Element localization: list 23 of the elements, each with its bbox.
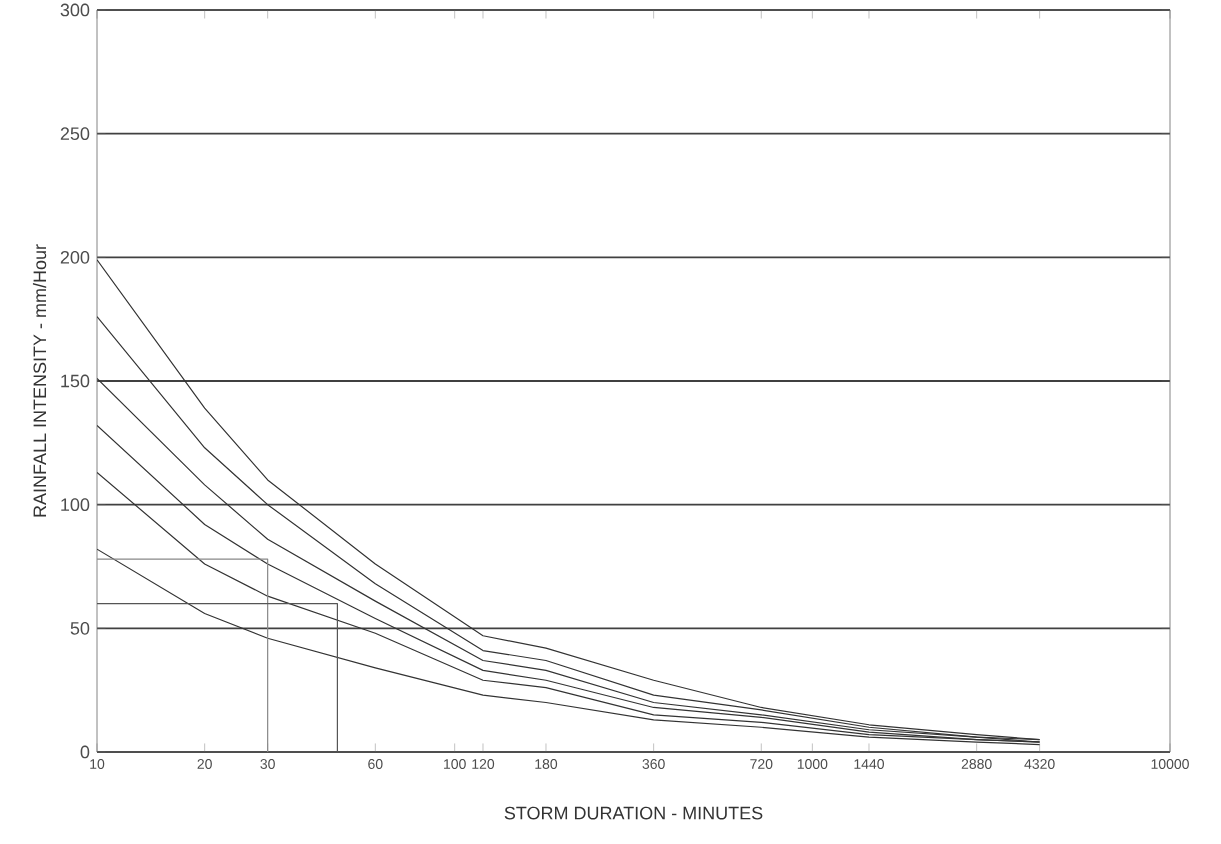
y-tick-label: 0	[80, 745, 90, 759]
y-tick-label: 300	[60, 3, 90, 17]
x-tick-label: 100	[444, 759, 466, 769]
x-tick-label: 120	[472, 759, 495, 769]
x-axis-title: STORM DURATION - MINUTES	[504, 806, 763, 820]
x-tick-label: 10	[90, 759, 105, 769]
y-tick-label: 250	[60, 127, 90, 141]
x-tick-label: 720	[750, 759, 773, 769]
x-tick-label: 1440	[854, 759, 884, 769]
x-tick-label: 30	[260, 759, 275, 769]
x-tick-label: 360	[642, 759, 665, 769]
x-tick-label: 10000	[1151, 759, 1189, 769]
x-tick-label: 2880	[961, 759, 992, 769]
y-tick-label: 50	[70, 621, 90, 635]
x-tick-label: 4320	[1024, 759, 1055, 769]
x-tick-label: 1000	[797, 759, 828, 769]
x-tick-label: 180	[535, 759, 558, 769]
y-tick-label: 100	[61, 498, 90, 512]
x-tick-label: 20	[197, 759, 212, 769]
y-tick-label: 150	[61, 374, 90, 388]
y-axis-title: RAINFALL INTENSITY - mm/Hour	[32, 244, 47, 517]
y-tick-label: 200	[60, 250, 90, 264]
x-tick-label: 60	[368, 759, 383, 769]
